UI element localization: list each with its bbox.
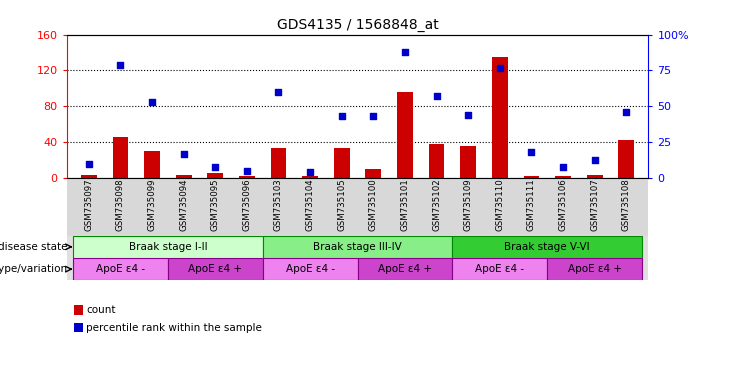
- Text: genotype/variation: genotype/variation: [0, 264, 67, 274]
- Point: [83, 161, 95, 167]
- Text: ApoE ε4 +: ApoE ε4 +: [568, 264, 622, 274]
- Point: [462, 112, 474, 118]
- Point: [210, 164, 222, 170]
- Bar: [113, 137, 128, 178]
- Point: [368, 113, 379, 119]
- Point: [431, 93, 442, 99]
- Text: percentile rank within the sample: percentile rank within the sample: [86, 323, 262, 333]
- Bar: [73, 236, 263, 258]
- Bar: [302, 176, 318, 178]
- Bar: [176, 175, 192, 178]
- Point: [273, 89, 285, 95]
- Point: [178, 151, 190, 157]
- Point: [557, 164, 569, 170]
- Bar: [460, 146, 476, 178]
- Text: ApoE ε4 -: ApoE ε4 -: [285, 264, 335, 274]
- Bar: [270, 148, 287, 178]
- Bar: [547, 258, 642, 280]
- Bar: [239, 176, 255, 178]
- Bar: [263, 236, 452, 258]
- Point: [146, 99, 158, 105]
- Text: count: count: [86, 305, 116, 315]
- Text: ApoE ε4 +: ApoE ε4 +: [378, 264, 432, 274]
- Bar: [365, 169, 381, 178]
- Point: [305, 169, 316, 175]
- Bar: [618, 141, 634, 178]
- Title: GDS4135 / 1568848_at: GDS4135 / 1568848_at: [276, 18, 439, 32]
- Bar: [555, 176, 571, 178]
- Bar: [452, 258, 547, 280]
- Point: [588, 156, 600, 162]
- Bar: [452, 236, 642, 258]
- Bar: [334, 148, 350, 178]
- Point: [494, 65, 505, 71]
- Bar: [144, 151, 160, 178]
- Text: ApoE ε4 -: ApoE ε4 -: [96, 264, 145, 274]
- Bar: [207, 173, 223, 178]
- Point: [620, 109, 632, 115]
- Text: ApoE ε4 -: ApoE ε4 -: [475, 264, 525, 274]
- Point: [241, 168, 253, 174]
- Bar: [81, 175, 97, 178]
- Bar: [523, 176, 539, 178]
- Bar: [73, 258, 168, 280]
- Bar: [168, 258, 263, 280]
- Text: Braak stage III-IV: Braak stage III-IV: [313, 242, 402, 252]
- Point: [399, 49, 411, 55]
- Text: Braak stage V-VI: Braak stage V-VI: [505, 242, 590, 252]
- Point: [115, 62, 127, 68]
- Bar: [587, 175, 602, 178]
- Text: Braak stage I-II: Braak stage I-II: [128, 242, 207, 252]
- Point: [525, 149, 537, 156]
- Bar: [358, 258, 452, 280]
- Bar: [428, 144, 445, 178]
- Bar: [492, 57, 508, 178]
- Text: ApoE ε4 +: ApoE ε4 +: [188, 264, 242, 274]
- Bar: [263, 258, 358, 280]
- Point: [336, 113, 348, 119]
- Text: disease state: disease state: [0, 242, 67, 252]
- Bar: [397, 92, 413, 178]
